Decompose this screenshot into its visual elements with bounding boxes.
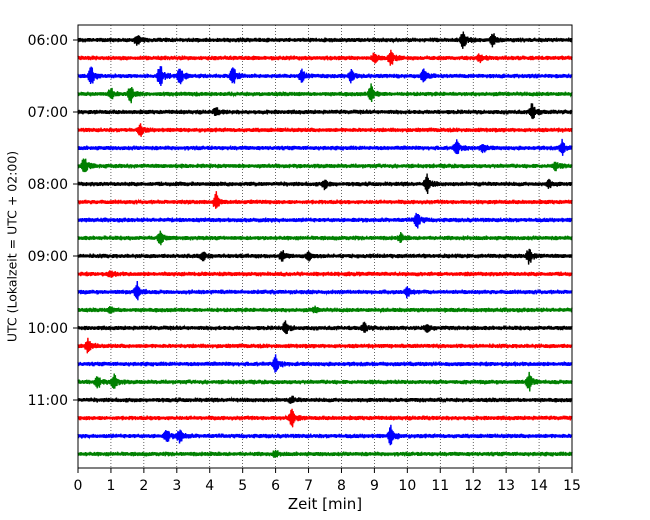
seismic-trace	[77, 280, 573, 301]
plot-frame	[77, 24, 573, 469]
y-tick-label: 07:00	[28, 105, 68, 121]
x-tick-label: 8	[337, 478, 346, 494]
seismic-trace	[77, 138, 573, 156]
x-tick-label: 7	[304, 478, 313, 494]
vertical-grid	[110, 25, 540, 468]
seismic-trace	[77, 103, 573, 120]
x-tick-label: 11	[431, 478, 449, 494]
seismic-trace	[77, 191, 573, 209]
seismic-trace	[77, 31, 573, 49]
seismic-trace	[77, 337, 573, 354]
y-tick-label: 10:00	[28, 321, 68, 337]
x-axis-label: Zeit [min]	[288, 495, 362, 513]
y-tick-label: 09:00	[28, 249, 68, 265]
seismic-trace	[77, 123, 573, 137]
trace-group	[77, 31, 573, 458]
seismic-trace	[77, 248, 573, 265]
x-tick-label: 9	[370, 478, 379, 494]
seismic-trace	[77, 371, 573, 392]
seismic-trace	[77, 83, 573, 104]
seismic-trace	[77, 158, 573, 173]
y-tick-label: 11:00	[28, 393, 68, 409]
seismic-trace	[77, 408, 573, 428]
x-tick-label: 0	[74, 478, 83, 494]
x-tick-label: 12	[464, 478, 482, 494]
x-tick-label: 4	[205, 478, 214, 494]
seismic-trace	[77, 320, 573, 335]
y-tick-label: 08:00	[28, 177, 68, 193]
seismic-trace	[77, 49, 573, 66]
seismic-trace	[77, 305, 573, 314]
x-tick-label: 2	[139, 478, 148, 494]
x-tick-label: 5	[238, 478, 247, 494]
x-tick-label: 10	[398, 478, 416, 494]
seismic-trace	[77, 354, 573, 373]
x-tick-label: 14	[530, 478, 548, 494]
x-axis: 0 1 2 3 4 5 6 7 8 9 10 11 12 13 14 15	[74, 468, 581, 494]
seismic-trace	[77, 424, 573, 446]
y-axis-label: UTC (Lokalzeit = UTC + 02:00)	[4, 151, 19, 342]
x-tick-label: 6	[271, 478, 280, 494]
x-tick-label: 3	[172, 478, 181, 494]
seismic-trace	[77, 395, 573, 404]
seismic-trace	[77, 66, 573, 86]
y-axis: 06:00 07:00 08:00 09:00 10:00 11:00	[28, 33, 78, 409]
x-tick-label: 1	[106, 478, 115, 494]
seismic-trace	[77, 212, 573, 229]
y-tick-label: 06:00	[28, 33, 68, 49]
seismic-trace	[77, 230, 573, 246]
seismic-trace	[77, 173, 573, 195]
seismic-trace	[77, 270, 573, 278]
x-tick-label: 15	[563, 478, 581, 494]
seismic-trace	[77, 449, 573, 458]
x-tick-label: 13	[497, 478, 515, 494]
